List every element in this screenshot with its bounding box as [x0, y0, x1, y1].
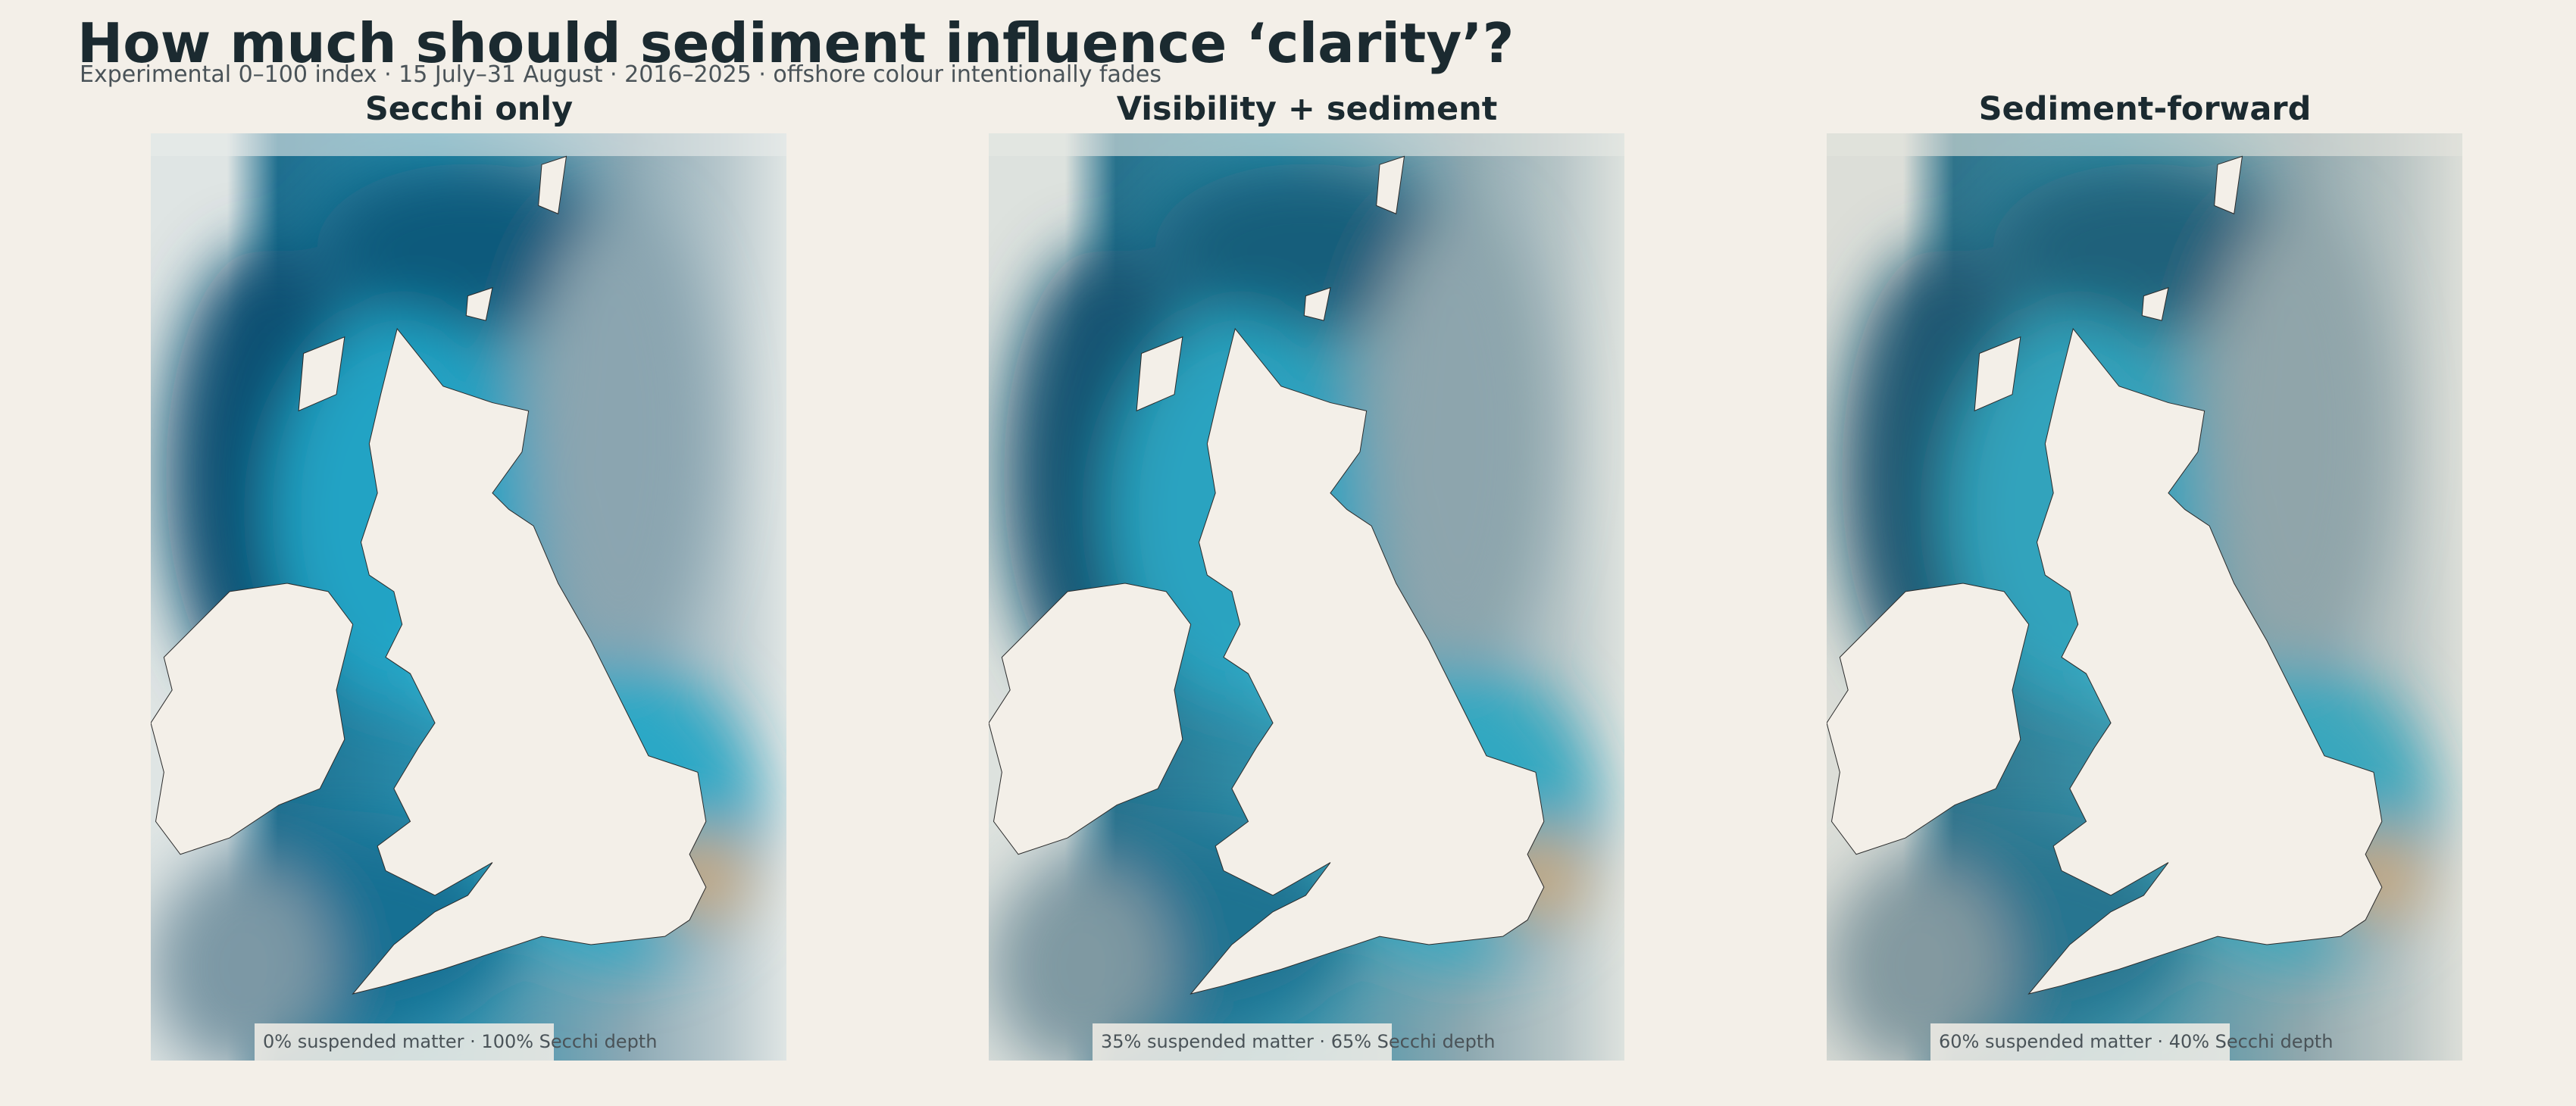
panels: Secchi only 0% suspended matter · 100% Se… — [151, 90, 2462, 1073]
caption-box — [1093, 1023, 1392, 1061]
map — [989, 133, 1624, 1061]
map-panel: Visibility + sediment 35% suspended matte… — [989, 90, 1624, 1061]
map-panel: Sediment-forward 60% suspended matter · 4… — [1827, 90, 2462, 1061]
caption: 35% suspended matter · 65% Secchi depth — [1101, 1031, 1495, 1052]
caption-box — [1930, 1023, 2230, 1061]
map — [1827, 133, 2462, 1061]
panel-title: Sediment-forward — [1979, 90, 2312, 128]
caption: 0% suspended matter · 100% Secchi depth — [263, 1031, 657, 1052]
map — [151, 133, 786, 1073]
panel-title: Secchi only — [365, 90, 573, 128]
map-panel: Secchi only 0% suspended matter · 100% Se… — [151, 90, 786, 1073]
subtitle: Experimental 0–100 index · 15 July–31 Au… — [80, 61, 1161, 88]
title: How much should sediment influence ‘clar… — [77, 11, 1514, 75]
caption-box — [255, 1023, 554, 1061]
caption: 60% suspended matter · 40% Secchi depth — [1939, 1031, 2333, 1052]
panel-title: Visibility + sediment — [1117, 90, 1498, 128]
